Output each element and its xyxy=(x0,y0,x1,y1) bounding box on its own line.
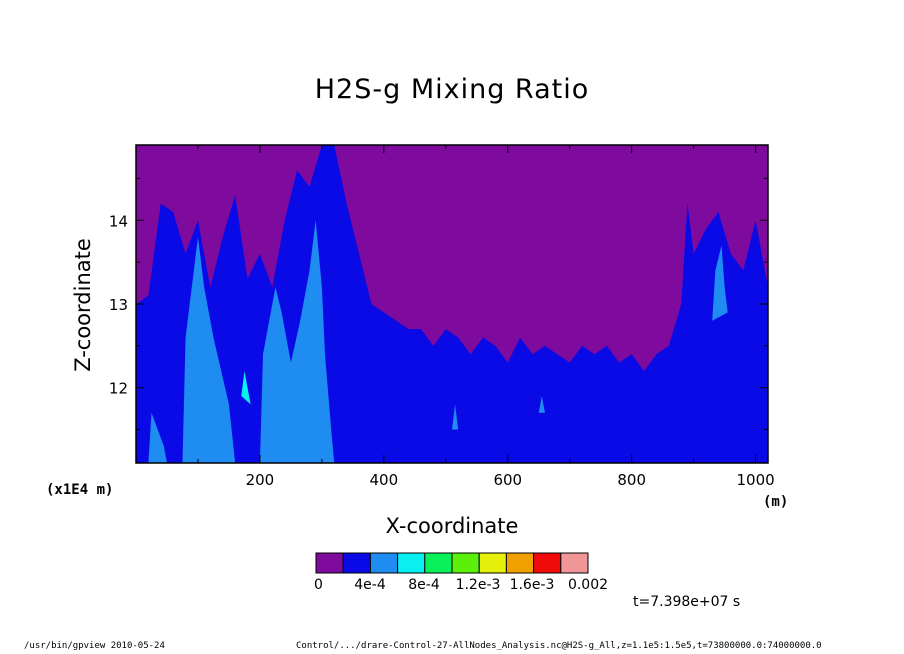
time-label: t=7.398e+07 s xyxy=(633,594,741,610)
x-tick-label: 600 xyxy=(493,471,522,489)
y-axis-label: Z-coordinate xyxy=(71,238,95,372)
plot-area xyxy=(136,145,768,463)
colorbar-swatch xyxy=(560,552,589,574)
band-high-region-0 xyxy=(241,370,251,405)
axes: 200 400 600 800 1000 12 13 14 xyxy=(109,144,775,489)
y-tick-label: 13 xyxy=(109,296,128,314)
x-tick-label: 800 xyxy=(617,471,646,489)
chart-title: H2S-g Mixing Ratio xyxy=(314,74,590,105)
y-scale-note: (x1E4 m) xyxy=(46,482,114,498)
footer-left: /usr/bin/gpview 2010-05-24 xyxy=(24,641,165,651)
y-tick-label: 12 xyxy=(109,380,128,398)
colorbar-swatch xyxy=(505,552,535,574)
colorbar-swatch xyxy=(397,552,426,574)
x-tick-label: 400 xyxy=(370,471,399,489)
x-tick-label: 200 xyxy=(246,471,275,489)
colorbar-label: 1.6e-3 xyxy=(509,577,555,593)
colorbar-label: 1.2e-3 xyxy=(455,577,501,593)
band-lowest-region xyxy=(136,145,768,371)
colorbar-label: 4e-4 xyxy=(354,577,386,593)
colorbar-swatch xyxy=(533,552,562,574)
colorbar-swatch xyxy=(424,552,453,574)
band-mid-region-5 xyxy=(538,396,545,413)
band-mid-region-2 xyxy=(259,220,335,463)
colorbar-label: 0 xyxy=(314,577,323,593)
colorbar xyxy=(315,552,589,574)
x-tick-label: 1000 xyxy=(737,471,775,489)
y-tick-label: 14 xyxy=(109,212,128,230)
colorbar-swatch xyxy=(369,552,399,574)
band-mid-region-3 xyxy=(712,245,728,321)
colorbar-label: 0.002 xyxy=(567,577,609,593)
x-unit-label: (m) xyxy=(763,494,789,510)
footer-right: Control/.../drare-Control-27-AllNodes_An… xyxy=(296,641,822,651)
band-mid-region-0 xyxy=(148,412,167,463)
colorbar-swatch xyxy=(342,552,371,574)
x-axis-label: X-coordinate xyxy=(385,514,519,538)
colorbar-swatch xyxy=(315,552,344,574)
band-mid-region-1 xyxy=(182,237,236,463)
colorbar-label: 8e-4 xyxy=(408,577,440,593)
colorbar-swatch xyxy=(451,552,480,574)
band-mid-region-4 xyxy=(452,404,459,430)
colorbar-swatch xyxy=(478,552,507,574)
